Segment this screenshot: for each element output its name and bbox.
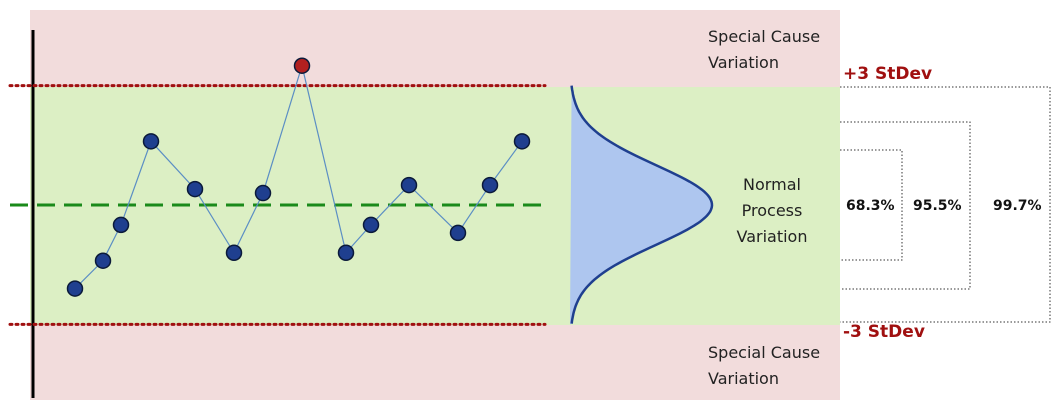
point (400, 176, 418, 194)
point (142, 133, 160, 150)
point (293, 57, 311, 74)
point (449, 224, 467, 242)
bell-curve-outline (570, 85, 714, 324)
series-line (74, 63, 523, 290)
pct-label: 95.5% (913, 198, 962, 214)
point (66, 280, 84, 297)
bracket-3 (840, 86, 1051, 323)
special-top-label: Special Cause Variation (708, 27, 821, 72)
pct-label: 99.7% (993, 198, 1042, 214)
point (513, 133, 531, 150)
upper-limit-label: +3 StDev (843, 64, 933, 84)
bracket-2 (840, 121, 971, 290)
point (112, 216, 130, 234)
special-bottom-label: Special Cause Variation (708, 343, 821, 388)
pct-label: 68.3% (846, 198, 895, 214)
point (362, 216, 380, 234)
point (94, 252, 112, 269)
point (186, 180, 204, 198)
bell-curve (570, 85, 712, 325)
point (254, 184, 272, 202)
point (337, 244, 355, 262)
bracket-1 (840, 149, 903, 261)
lower-limit-label: -3 StDev (843, 322, 925, 342)
point (481, 176, 499, 194)
point (225, 244, 243, 262)
normal-label: Normal Process Variation (736, 175, 808, 246)
